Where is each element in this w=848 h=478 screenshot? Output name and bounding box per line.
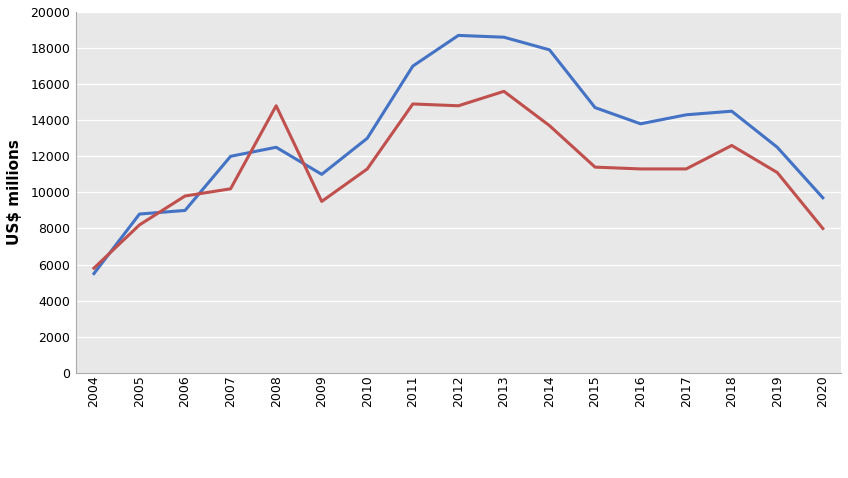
Imports: [454, 103, 464, 109]
Imports: [226, 186, 236, 192]
Imports: [89, 265, 99, 271]
Exports: [180, 207, 190, 213]
Exports: [773, 144, 783, 150]
Imports: [635, 166, 645, 172]
Exports: [681, 112, 691, 118]
Imports: [271, 103, 282, 109]
Exports: [271, 144, 282, 150]
Imports: [180, 193, 190, 199]
Exports: [134, 211, 144, 217]
Exports: [362, 135, 372, 141]
Y-axis label: US$ millions: US$ millions: [7, 140, 22, 245]
Line: Exports: Exports: [94, 35, 823, 273]
Imports: [134, 222, 144, 228]
Exports: [89, 271, 99, 276]
Imports: [408, 101, 418, 107]
Exports: [316, 172, 326, 177]
Exports: [408, 63, 418, 69]
Imports: [499, 88, 509, 94]
Exports: [544, 47, 555, 53]
Imports: [590, 164, 600, 170]
Imports: [362, 166, 372, 172]
Exports: [817, 195, 828, 201]
Exports: [590, 105, 600, 110]
Exports: [635, 121, 645, 127]
Exports: [226, 153, 236, 159]
Imports: [316, 198, 326, 204]
Imports: [817, 226, 828, 231]
Imports: [681, 166, 691, 172]
Exports: [454, 33, 464, 38]
Imports: [773, 170, 783, 175]
Imports: [727, 142, 737, 148]
Line: Imports: Imports: [94, 91, 823, 268]
Exports: [727, 109, 737, 114]
Imports: [544, 123, 555, 129]
Exports: [499, 34, 509, 40]
